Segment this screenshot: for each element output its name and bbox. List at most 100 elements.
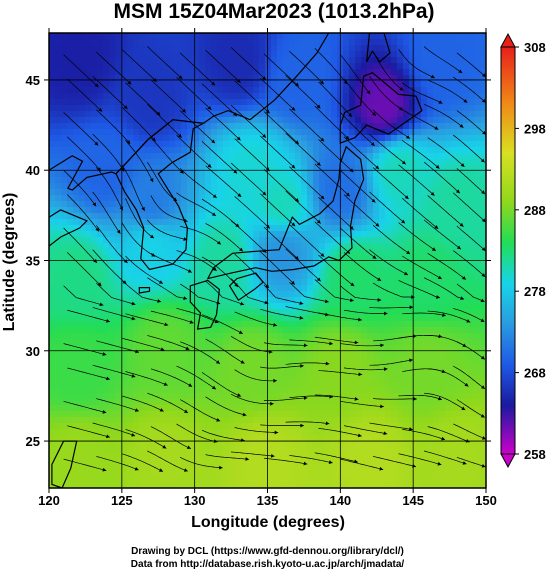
colorbar-min-arrow <box>500 453 516 469</box>
streamline-arrowhead <box>116 229 121 234</box>
streamline-arrowhead <box>294 82 299 87</box>
streamline <box>398 394 443 401</box>
streamline-arrowhead <box>183 218 188 223</box>
streamline-arrowhead <box>383 431 388 436</box>
x-tick-label: 130 <box>184 493 206 508</box>
streamline <box>427 137 465 168</box>
streamline <box>259 77 296 111</box>
streamline-arrowhead <box>480 355 485 360</box>
streamline <box>125 371 168 386</box>
streamline <box>427 79 468 103</box>
streamline-arrowhead <box>126 140 131 144</box>
streamline-arrowhead <box>238 330 243 334</box>
streamline <box>179 110 216 144</box>
streamline <box>230 47 267 81</box>
streamline <box>427 368 469 387</box>
colorbar-tick-label: 308 <box>524 40 546 55</box>
x-tick-label: 145 <box>402 493 424 508</box>
streamline <box>96 456 139 471</box>
streamline <box>201 141 238 174</box>
streamline-arrowhead <box>345 135 350 140</box>
streamline <box>179 456 223 469</box>
streamline-arrowhead <box>481 98 486 103</box>
streamline <box>343 78 377 117</box>
streamline-arrowhead <box>345 192 350 197</box>
streamline <box>234 196 271 229</box>
streamline <box>230 336 273 353</box>
streamline-arrowhead <box>294 198 299 202</box>
streamline <box>179 399 221 422</box>
streamline-arrowhead <box>316 277 321 282</box>
streamline <box>230 104 267 138</box>
streamline <box>423 46 463 74</box>
streamline-arrowhead <box>481 73 486 78</box>
streamline-arrowhead <box>240 360 245 364</box>
streamline-arrowhead <box>320 195 325 200</box>
streamline-arrowhead <box>265 284 269 288</box>
streamline-arrowhead <box>94 141 99 146</box>
streamline-arrowhead <box>328 460 333 465</box>
streamline <box>372 51 404 91</box>
streamline <box>259 135 296 169</box>
streamline <box>234 80 270 114</box>
streamline <box>67 367 110 380</box>
streamline <box>340 112 375 147</box>
streamline-arrowhead <box>105 318 110 323</box>
streamline <box>121 453 164 472</box>
streamline-arrowhead <box>377 298 382 302</box>
streamline <box>125 313 169 326</box>
streamline <box>125 255 164 284</box>
streamline-arrowhead <box>160 347 165 352</box>
streamline-arrowhead <box>375 222 380 227</box>
streamline <box>96 167 124 211</box>
streamline <box>66 194 100 232</box>
streamline-arrowhead <box>371 198 376 203</box>
streamline-arrowhead <box>481 463 486 468</box>
streamline <box>147 219 188 241</box>
streamline <box>456 399 485 418</box>
streamline-arrowhead <box>354 459 358 464</box>
streamline <box>205 396 247 416</box>
streamline <box>340 343 384 347</box>
streamline <box>201 429 245 441</box>
streamline <box>92 133 125 172</box>
streamline <box>234 138 270 172</box>
streamline <box>289 455 333 464</box>
streamline <box>456 341 486 360</box>
streamline <box>285 421 330 425</box>
streamline <box>314 105 350 140</box>
streamline <box>369 191 406 224</box>
streamline <box>263 226 299 260</box>
streamline <box>176 134 212 168</box>
streamline <box>402 255 442 280</box>
streamline-arrowhead <box>430 191 435 196</box>
streamline-arrowhead <box>316 219 321 224</box>
streamline <box>285 132 321 167</box>
streamline <box>427 310 471 323</box>
streamline <box>423 277 465 300</box>
streamline-arrowhead <box>357 433 362 438</box>
streamline <box>314 394 359 400</box>
streamline-arrowhead <box>237 193 242 198</box>
streamline-arrowhead <box>262 76 267 80</box>
streamline <box>314 452 358 463</box>
streamline <box>285 190 321 224</box>
streamline <box>96 51 132 85</box>
streamline-arrowhead <box>464 382 469 387</box>
streamline-arrowhead <box>262 248 267 253</box>
streamline <box>63 54 99 88</box>
streamline-arrowhead <box>291 106 296 111</box>
streamline-arrowhead <box>481 436 486 440</box>
streamline-arrowhead <box>299 315 304 320</box>
y-axis-label: Latitude (degrees) <box>1 193 18 332</box>
streamline <box>205 107 241 141</box>
streamline-arrowhead <box>291 222 296 227</box>
streamline-arrowhead <box>131 432 136 437</box>
streamline <box>263 284 304 305</box>
streamline <box>372 282 415 298</box>
streamline-arrowhead <box>463 98 468 103</box>
streamline <box>456 110 486 135</box>
streamline <box>263 457 308 465</box>
streamline-arrowhead <box>99 302 104 307</box>
streamline <box>343 194 380 227</box>
